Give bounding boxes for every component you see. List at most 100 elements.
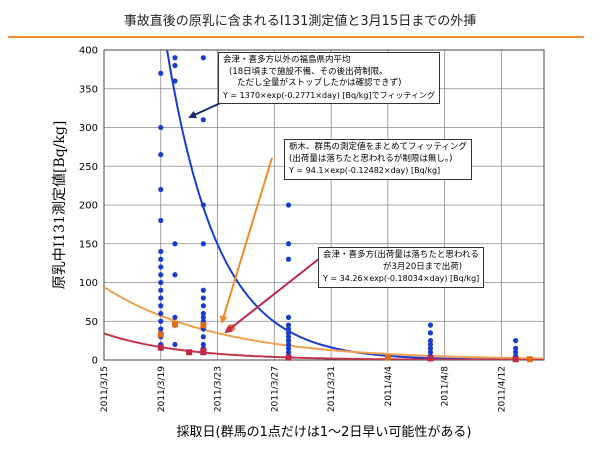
y-axis-label: 原乳中I131測定値[Bq/kg] (52, 121, 68, 290)
data-point-red (186, 349, 193, 356)
y-tick-label: 200 (79, 201, 98, 212)
annotation-orange-line-2: (出荷量は落ちたと思われるが制限は無し。) (289, 153, 453, 164)
data-point-blue (158, 217, 164, 224)
data-point-blue (158, 124, 164, 131)
annotation-blue-line-1: 会津・喜多方以外の福島県内平均 (223, 55, 351, 65)
x-tick-label: 2011/3/27 (270, 366, 280, 412)
data-point-blue (158, 303, 164, 309)
data-point-blue (172, 55, 178, 61)
data-point-blue (158, 310, 164, 317)
x-tick-label: 2011/4/4 (384, 366, 394, 407)
data-point-blue (158, 295, 164, 301)
data-point-blue (158, 256, 164, 262)
annotation-red-line-2: が3月20日まで出荷) (383, 261, 463, 272)
data-point-blue (200, 241, 206, 247)
x-tick-label: 2011/3/23 (214, 366, 224, 412)
data-point-red (427, 355, 434, 362)
data-point-blue (200, 310, 206, 317)
data-point-blue (285, 326, 292, 332)
data-point-blue (285, 338, 292, 344)
x-tick-label: 2011/3/19 (157, 366, 167, 412)
data-point-blue (158, 326, 164, 332)
data-point-blue (200, 55, 206, 61)
data-point-blue (200, 202, 206, 208)
x-tick-label: 2011/3/31 (327, 366, 337, 412)
data-point-blue (285, 341, 292, 348)
data-point-orange (384, 354, 391, 361)
data-point-blue (285, 334, 292, 340)
x-tick-label: 2011/4/8 (441, 366, 451, 407)
data-point-blue (158, 248, 164, 255)
x-tick-label: 2011/4/12 (497, 366, 507, 412)
plot-frame (103, 49, 545, 361)
data-point-blue (513, 349, 519, 355)
data-point-blue (172, 78, 178, 84)
data-point-blue (158, 318, 164, 324)
data-point-blue (285, 256, 292, 262)
y-tick-label: 0 (92, 356, 98, 367)
annotation-blue-box: 会津・喜多方以外の福島県内平均 (18日頃まで施設不備、その後出荷制限。 ただし… (218, 52, 440, 104)
data-point-blue (158, 186, 164, 193)
data-point-red (512, 356, 519, 363)
y-tick-label: 250 (79, 162, 98, 173)
annotation-blue-formula: Y = 1370×exp(-0.2771×day) [Bq/kg]でフィッティン… (223, 90, 435, 100)
data-point-blue (158, 70, 164, 76)
y-tick-label: 50 (85, 317, 98, 328)
data-point-blue (200, 287, 206, 293)
data-point-blue (172, 241, 178, 247)
data-point-blue (427, 330, 434, 336)
annotation-red-formula: Y = 34.26×exp(-0.18034×day) [Bq/kg] (323, 274, 480, 283)
data-point-blue (158, 272, 164, 278)
y-tick-label: 400 (79, 46, 98, 57)
annotation-blue-line-3: ただし全量がストップしたかは確認できず) (237, 78, 402, 88)
y-tick-label: 350 (79, 84, 98, 95)
data-point-orange (171, 321, 178, 328)
data-point-orange (526, 356, 533, 363)
data-point-blue (427, 322, 434, 328)
data-point-blue (158, 287, 164, 293)
x-tick-label: 2011/3/15 (100, 366, 110, 412)
data-point-blue (200, 334, 206, 340)
y-tick-label: 100 (79, 278, 98, 289)
title-divider (8, 36, 584, 38)
data-point-blue (285, 202, 292, 208)
annotation-blue-line-2: (18日頃まで施設不備、その後出荷制限。 (229, 66, 388, 77)
data-point-blue (285, 330, 292, 336)
data-point-blue (158, 279, 164, 286)
data-point-blue (158, 264, 164, 270)
x-axis-label: 採取日(群馬の1点だけは1～2日早い可能性がある) (177, 425, 472, 440)
data-point-blue (158, 152, 164, 158)
data-point-blue (285, 322, 292, 328)
data-point-blue (285, 345, 292, 351)
annotation-red-line-1: 会津・喜多方(出荷量は落ちたと思われる (323, 250, 479, 260)
data-point-blue (285, 241, 292, 247)
data-point-blue (513, 345, 519, 351)
data-point-blue (172, 314, 178, 320)
data-point-blue (285, 349, 292, 355)
annotation-arrow-orange (219, 157, 273, 324)
data-point-blue (172, 341, 178, 348)
data-point-blue (285, 314, 292, 320)
data-point-blue (200, 295, 206, 301)
annotation-orange-line-1: 栃木、群馬の測定値をまとめてフィッティング (289, 142, 467, 152)
data-point-red (157, 344, 164, 351)
data-point-blue (200, 314, 206, 320)
y-tick-label: 150 (79, 239, 98, 250)
data-point-blue (200, 117, 206, 123)
data-point-blue (427, 349, 434, 355)
data-point-orange (200, 322, 207, 329)
data-point-blue (172, 62, 178, 69)
annotation-orange-formula: Y = 94.1×exp(-0.12482×day) [Bq/kg] (289, 166, 441, 175)
annotation-arrow-red (224, 257, 321, 334)
data-point-blue (427, 341, 434, 348)
data-point-blue (513, 338, 519, 344)
data-point-blue (427, 345, 434, 351)
y-tick-label: 300 (79, 123, 98, 134)
data-point-blue (200, 303, 206, 309)
data-point-blue (172, 272, 178, 278)
slide-title: 事故直後の原乳に含まれるI131測定値と3月15日までの外挿 (123, 14, 477, 29)
data-point-red (200, 347, 207, 354)
data-point-blue (427, 338, 434, 344)
data-point-red (285, 354, 292, 361)
annotation-red-box: 会津・喜多方(出荷量は落ちたと思われる が3月20日まで出荷) Y = 34.2… (318, 247, 485, 288)
